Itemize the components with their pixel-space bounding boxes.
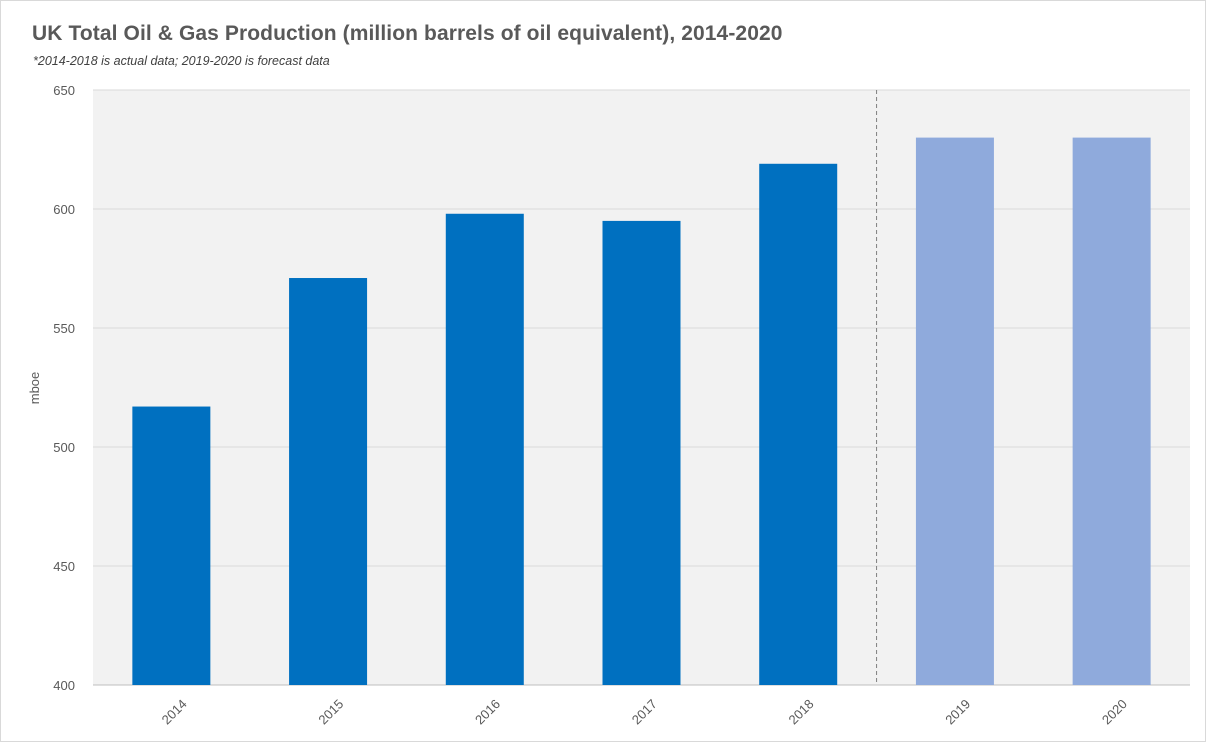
x-tick-label: 2015: [315, 696, 346, 727]
x-tick-label: 2019: [942, 696, 973, 727]
bar-2016: [445, 213, 524, 685]
y-tick-label: 550: [53, 321, 75, 336]
y-axis-ticks: 400 450 500 550 600 650: [53, 83, 75, 693]
chart-title: UK Total Oil & Gas Production (million b…: [32, 22, 783, 45]
chart-subtitle: *2014-2018 is actual data; 2019-2020 is …: [33, 54, 330, 68]
bar-2020: [1072, 137, 1151, 686]
y-tick-label: 600: [53, 202, 75, 217]
bar-2014: [132, 406, 211, 685]
bars: [132, 137, 1151, 686]
y-tick-label: 650: [53, 83, 75, 98]
bar-2015: [289, 278, 368, 685]
x-axis-ticks: 2014 2015 2016 2017 2018 2019 2020: [159, 696, 1130, 727]
bar-2017: [602, 220, 681, 685]
x-tick-label: 2018: [786, 696, 817, 727]
y-tick-label: 400: [53, 678, 75, 693]
x-tick-label: 2017: [629, 696, 660, 727]
y-axis-label: mboe: [27, 372, 42, 405]
x-tick-label: 2014: [159, 696, 190, 727]
x-tick-label: 2016: [472, 696, 503, 727]
y-tick-label: 500: [53, 440, 75, 455]
x-tick-label: 2020: [1099, 696, 1130, 727]
bar-2018: [759, 163, 838, 685]
y-tick-label: 450: [53, 559, 75, 574]
bar-2019: [915, 137, 994, 686]
